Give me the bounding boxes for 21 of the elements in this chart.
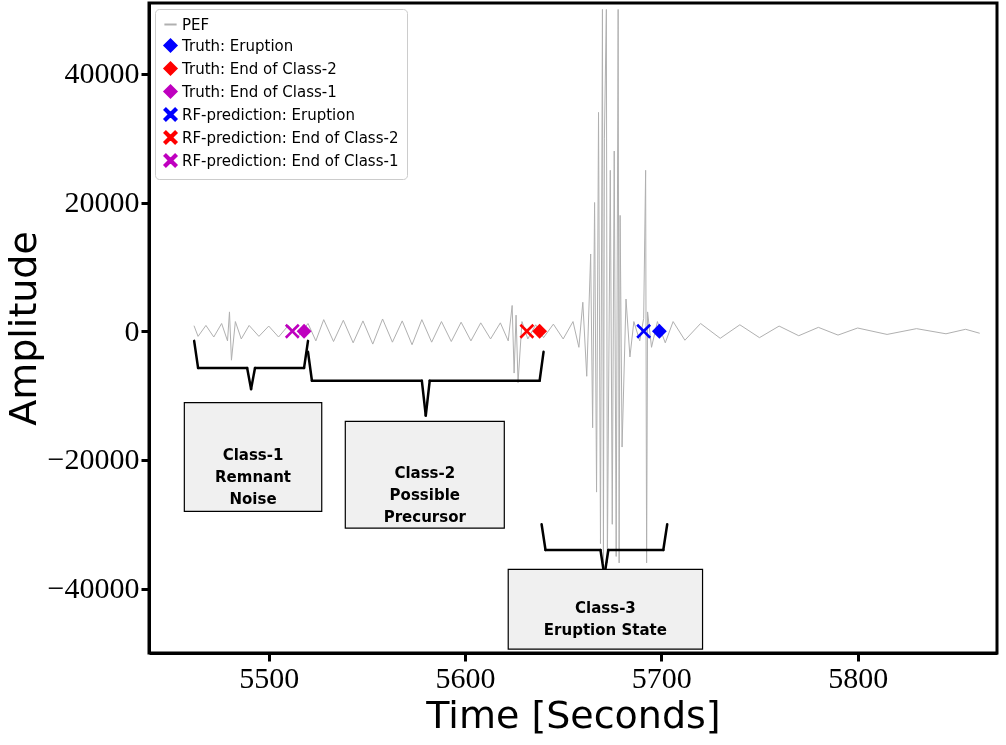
legend-label: Truth: End of Class-1	[181, 82, 337, 101]
x-axis-title: Time [Seconds]	[425, 692, 721, 737]
legend-label: Truth: Eruption	[181, 36, 294, 55]
y-tick-label: 40000	[64, 56, 140, 90]
legend-label: PEF	[182, 15, 210, 34]
annotation: Class-3 Eruption State	[543, 598, 667, 639]
x-tick-label: 5700	[631, 660, 692, 694]
x-tick-label: 5800	[828, 660, 889, 694]
annotation: Class-1 Remnant Noise	[215, 446, 292, 509]
legend-label: RF-prediction: Eruption	[182, 105, 355, 124]
annotation: Class-2 Possible Precursor	[383, 463, 467, 526]
x-tick-label: 5600	[435, 660, 496, 694]
y-tick-label: −20000	[47, 442, 140, 476]
y-tick-label: −40000	[47, 571, 140, 605]
legend-label: RF-prediction: End of Class-1	[182, 151, 399, 170]
legend-label: Truth: End of Class-2	[181, 59, 337, 78]
y-axis-title: Amplitude	[0, 231, 45, 426]
y-tick-label: 20000	[64, 185, 140, 218]
y-tick-label: 0	[124, 313, 140, 347]
legend-label: RF-prediction: End of Class-2	[182, 128, 399, 147]
x-tick-label: 5500	[239, 660, 300, 694]
